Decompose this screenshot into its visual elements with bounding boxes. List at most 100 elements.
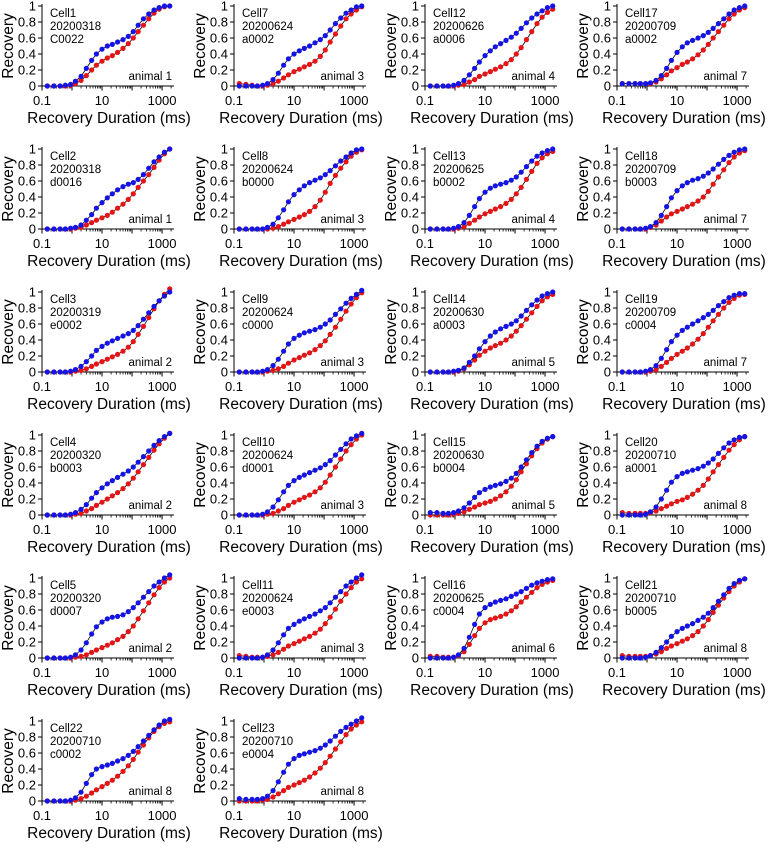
data-point-red xyxy=(125,41,131,47)
data-point-blue xyxy=(353,575,360,581)
data-point-red xyxy=(89,363,95,369)
data-point-blue xyxy=(684,469,690,475)
data-point-red xyxy=(466,641,472,648)
panel-cell2: 00.20.40.60.81 0.1 10 1000 Recovery Duration… xyxy=(0,142,191,271)
x-tick-label: 1000 xyxy=(340,522,369,537)
data-point-blue xyxy=(322,462,328,468)
data-point-blue xyxy=(513,30,519,36)
panel-cell17: 00.20.40.60.81 0.1 10 1000 Recovery Duration… xyxy=(575,0,766,127)
data-point-blue xyxy=(451,654,457,660)
panel-cell22: 00.20.40.60.81 0.1 10 1000 Recovery Duration… xyxy=(0,714,191,843)
data-point-red xyxy=(99,645,105,651)
data-point-red xyxy=(353,722,360,728)
data-point-red xyxy=(695,487,701,493)
data-point-red xyxy=(270,794,276,800)
data-point-blue xyxy=(700,614,706,620)
x-tick-label: 10 xyxy=(95,379,109,394)
data-point-blue xyxy=(461,645,467,652)
data-point-red xyxy=(534,160,540,166)
y-tick-label: 0.8 xyxy=(210,444,228,459)
data-point-blue xyxy=(695,318,701,324)
data-point-blue xyxy=(275,215,281,221)
data-point-red xyxy=(93,647,100,653)
data-point-blue xyxy=(327,317,333,323)
data-point-blue xyxy=(513,591,519,597)
y-tick-label: 0.2 xyxy=(593,492,611,507)
y-tick-label: 0.2 xyxy=(401,63,419,78)
data-point-red xyxy=(482,211,488,217)
x-tick-label: 0.1 xyxy=(608,665,626,680)
animal-label: animal 7 xyxy=(704,214,747,226)
data-point-red xyxy=(700,331,706,337)
data-point-red xyxy=(359,719,365,725)
data-point-blue xyxy=(348,579,354,585)
data-point-blue xyxy=(445,369,451,375)
data-point-red xyxy=(291,782,297,788)
data-point-red xyxy=(301,636,307,642)
data-point-blue xyxy=(135,600,141,606)
data-point-red xyxy=(674,208,680,214)
data-point-red xyxy=(492,206,498,212)
data-point-blue xyxy=(742,291,748,297)
data-point-red xyxy=(715,311,722,317)
data-point-blue xyxy=(62,655,68,661)
x-tick-label: 1000 xyxy=(531,665,560,680)
cell-date-label: 20200318 xyxy=(50,164,101,176)
data-point-red xyxy=(721,167,727,173)
cell-file-label: e0002 xyxy=(50,320,82,332)
y-tick-label: 0.2 xyxy=(18,349,36,364)
x-axis-title: Recovery Duration (ms) xyxy=(410,110,574,127)
data-point-blue xyxy=(275,779,281,785)
data-point-blue xyxy=(550,434,556,440)
data-point-blue xyxy=(78,73,84,79)
data-point-blue xyxy=(434,83,440,89)
data-point-blue xyxy=(529,158,535,164)
data-point-red xyxy=(301,352,307,358)
data-point-blue xyxy=(51,512,57,518)
cell-date-label: 20200320 xyxy=(50,450,101,462)
panel-cell19: 00.20.40.60.81 0.1 10 1000 Recovery Duration… xyxy=(575,285,766,414)
data-point-blue xyxy=(343,441,349,447)
y-tick-label: 0 xyxy=(604,508,611,523)
data-point-red xyxy=(492,615,498,621)
data-point-blue xyxy=(62,369,68,375)
y-tick-label: 0.6 xyxy=(210,317,228,332)
data-point-red xyxy=(317,197,323,203)
data-point-blue xyxy=(109,41,115,48)
data-point-red xyxy=(281,646,287,652)
data-point-blue xyxy=(668,633,675,640)
data-point-blue xyxy=(104,43,110,49)
data-point-red xyxy=(89,649,95,656)
y-tick-label: 0.6 xyxy=(210,460,228,475)
y-tick-label: 0.4 xyxy=(210,190,228,205)
y-tick-label: 0 xyxy=(221,651,228,666)
data-point-red xyxy=(109,209,115,215)
panel-cell16: 00.20.40.60.81 0.1 10 1000 Recovery Duration… xyxy=(383,571,574,700)
data-point-red xyxy=(281,75,287,81)
data-point-blue xyxy=(68,654,74,660)
data-point-blue xyxy=(260,796,266,802)
data-point-red xyxy=(715,602,722,608)
data-point-blue xyxy=(348,436,354,442)
data-point-blue xyxy=(523,307,530,313)
data-point-red xyxy=(529,168,535,174)
data-point-red xyxy=(353,579,360,585)
data-point-blue xyxy=(125,468,131,474)
data-point-blue xyxy=(427,655,433,661)
data-point-blue xyxy=(503,596,509,602)
data-point-red xyxy=(270,81,276,87)
data-point-red xyxy=(679,61,685,67)
data-point-blue xyxy=(736,291,743,297)
data-point-red xyxy=(503,611,509,617)
data-point-blue xyxy=(93,490,100,496)
data-point-blue xyxy=(312,611,318,617)
data-point-blue xyxy=(710,456,716,462)
cell-file-label: b0000 xyxy=(242,177,274,189)
data-point-red xyxy=(301,494,307,500)
data-point-blue xyxy=(668,57,675,64)
data-point-red xyxy=(332,464,339,470)
data-point-blue xyxy=(285,761,292,767)
y-tick-label: 0.8 xyxy=(401,587,419,602)
data-point-blue xyxy=(503,180,509,186)
data-point-red xyxy=(658,649,664,655)
